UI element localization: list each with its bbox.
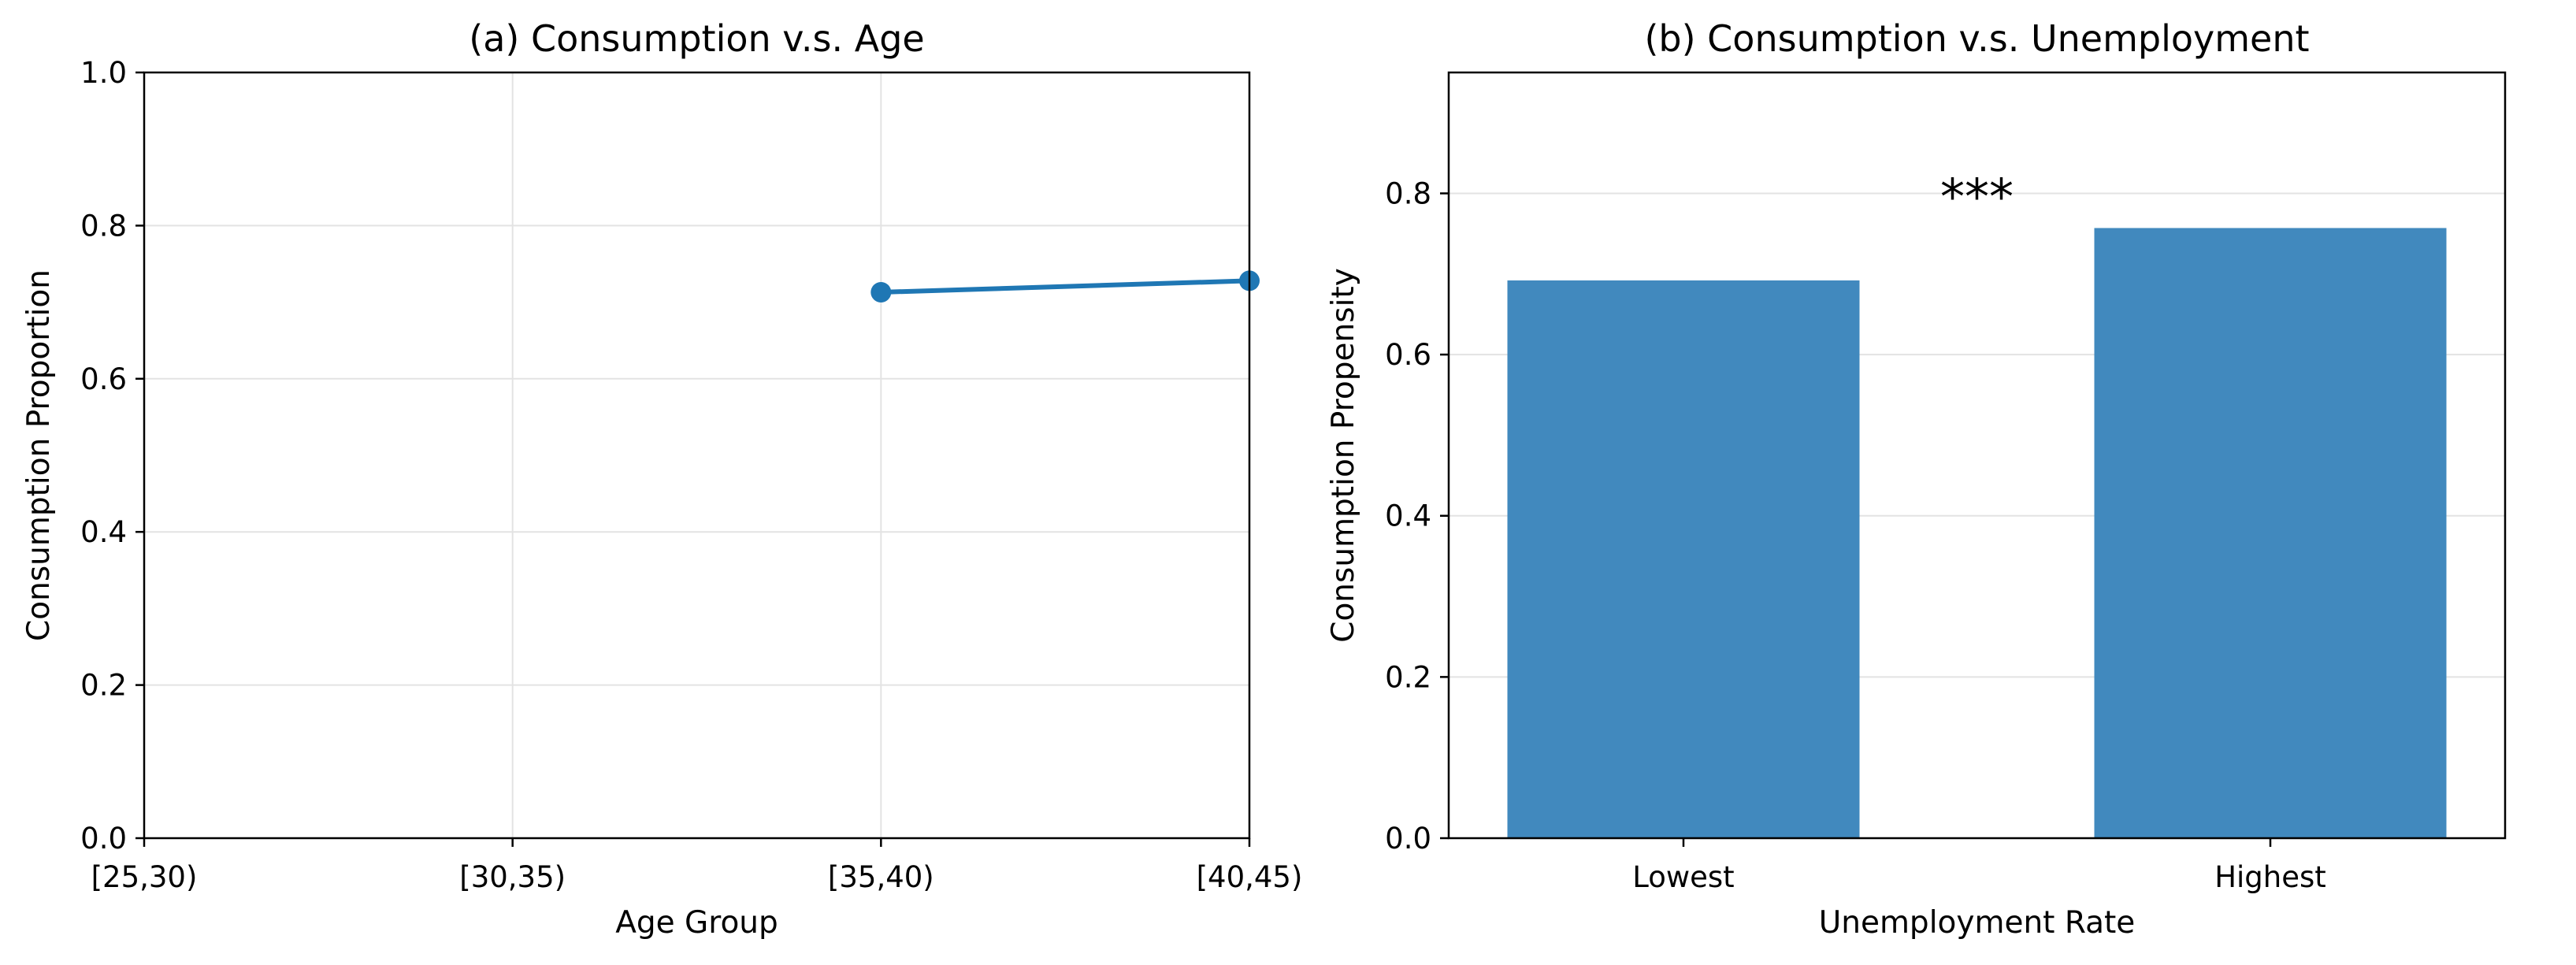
significance-annotation: *** [1940, 168, 2014, 225]
unemployment-chart-ticks [1440, 192, 2272, 847]
age-chart-data-point [870, 281, 892, 302]
age-chart-y-tick-label: 0.2 [80, 669, 127, 703]
unemployment-chart-title: (b) Consumption v.s. Unemployment [1644, 17, 2309, 60]
age-chart-y-tick-label: 0.4 [80, 515, 127, 549]
age-chart-y-axis-label: Consumption Proportion [21, 269, 57, 641]
age-chart-y-tick-label: 1.0 [80, 56, 127, 90]
unemployment-chart-y-tick-label: 0.2 [1385, 660, 1431, 694]
unemployment-chart-x-tick-label: Highest [2214, 860, 2326, 894]
unemployment-chart: (b) Consumption v.s. Unemployment Unempl… [1326, 17, 2507, 941]
unemployment-chart-frame [1447, 71, 2507, 840]
unemployment-chart-x-axis-label: Unemployment Rate [1819, 905, 2136, 941]
age-chart-x-tick-label: [30,35) [459, 860, 566, 894]
age-chart-grid [143, 72, 1250, 839]
age-chart-x-tick-label: [25,30) [91, 860, 198, 894]
age-chart-x-tick-label: [40,45) [1197, 860, 1303, 894]
unemployment-chart-y-tick-label: 0.0 [1385, 822, 1431, 856]
age-chart-title: (a) Consumption v.s. Age [469, 17, 924, 60]
age-chart-x-tick-label: [35,40) [828, 860, 934, 894]
unemployment-chart-y-tick-label: 0.8 [1385, 176, 1431, 210]
age-chart-y-tick-label: 0.6 [80, 362, 127, 396]
age-chart-series [870, 270, 1260, 302]
age-chart-x-axis-label: Age Group [615, 905, 778, 941]
unemployment-chart-x-tick-label: Lowest [1632, 860, 1734, 894]
unemployment-chart-y-axis-label: Consumption Propensity [1326, 268, 1361, 643]
unemployment-chart-bar [1507, 280, 1860, 838]
unemployment-chart-y-tick-label: 0.4 [1385, 499, 1431, 533]
age-chart-series-line [881, 278, 1250, 295]
age-chart-y-tick-label: 0.8 [80, 209, 127, 243]
age-chart-y-tick-label: 0.0 [80, 822, 127, 856]
age-chart-ticks [135, 71, 1251, 847]
unemployment-chart-y-tick-label: 0.6 [1385, 338, 1431, 372]
age-chart: (a) Consumption v.s. Age Age Group Consu… [21, 17, 1302, 941]
unemployment-chart-bars [1507, 228, 2447, 838]
unemployment-chart-bar [2094, 228, 2447, 838]
age-chart-frame [143, 71, 1251, 840]
